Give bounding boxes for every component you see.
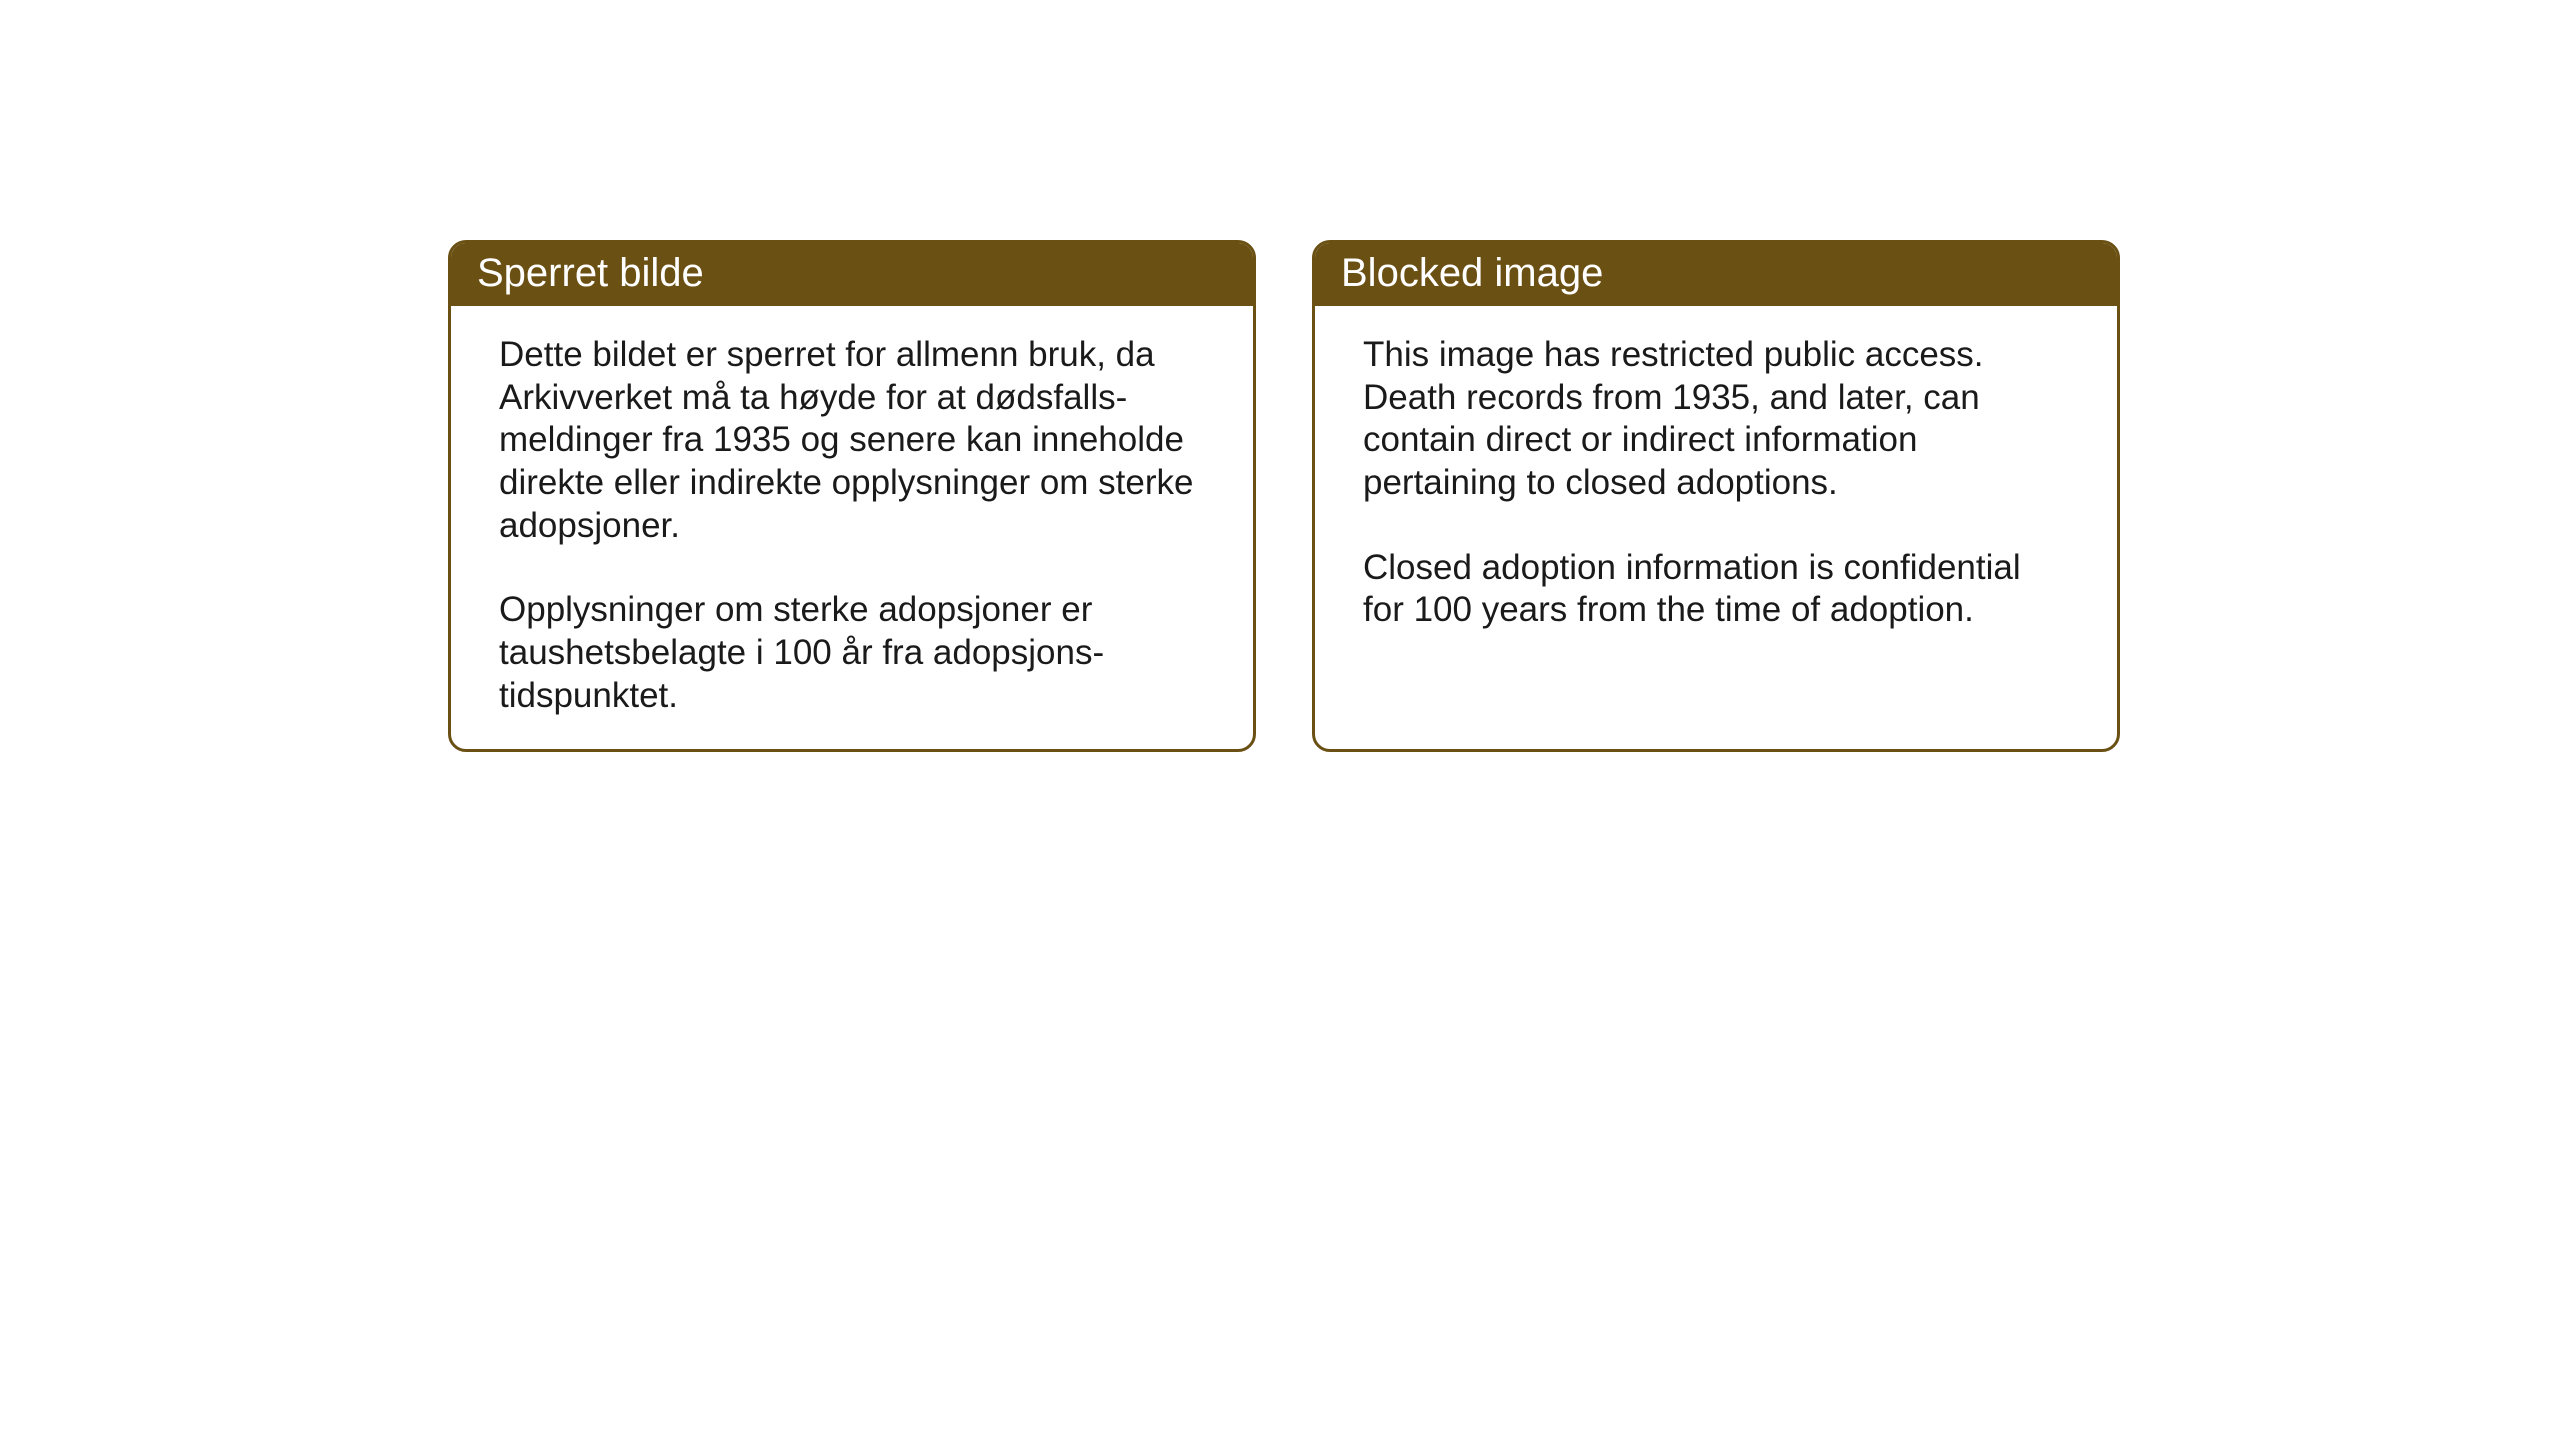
notice-paragraph-1-english: This image has restricted public access.… bbox=[1363, 334, 2069, 505]
notice-title-norwegian: Sperret bilde bbox=[477, 251, 704, 295]
notice-paragraph-2-norwegian: Opplysninger om sterke adopsjoner er tau… bbox=[499, 589, 1205, 717]
notice-header-norwegian: Sperret bilde bbox=[451, 243, 1253, 306]
notice-container: Sperret bilde Dette bildet er sperret fo… bbox=[448, 240, 2120, 752]
notice-header-english: Blocked image bbox=[1315, 243, 2117, 306]
notice-body-norwegian: Dette bildet er sperret for allmenn bruk… bbox=[451, 306, 1253, 752]
notice-body-english: This image has restricted public access.… bbox=[1315, 306, 2117, 668]
notice-paragraph-2-english: Closed adoption information is confident… bbox=[1363, 547, 2069, 632]
notice-title-english: Blocked image bbox=[1341, 251, 1603, 295]
notice-paragraph-1-norwegian: Dette bildet er sperret for allmenn bruk… bbox=[499, 334, 1205, 547]
notice-card-norwegian: Sperret bilde Dette bildet er sperret fo… bbox=[448, 240, 1256, 752]
notice-card-english: Blocked image This image has restricted … bbox=[1312, 240, 2120, 752]
